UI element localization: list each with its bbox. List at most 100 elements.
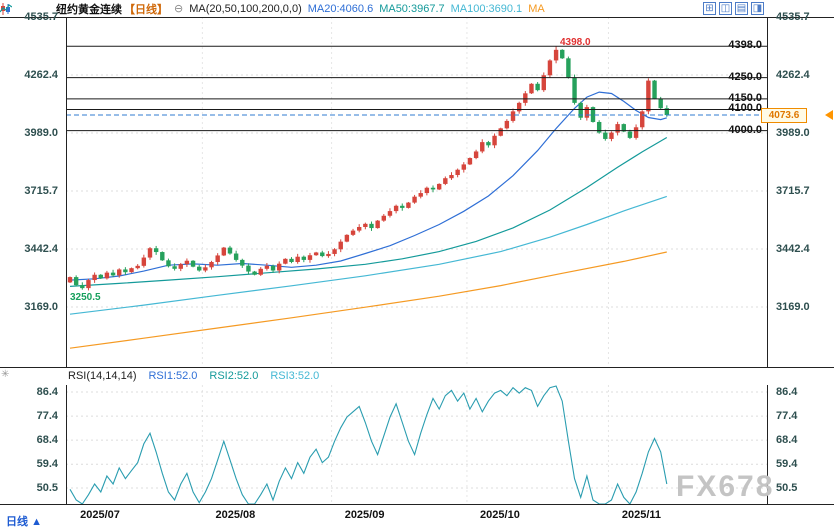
chart-header: 纽约黄金连续 【日线】 ⊖ MA(20,50,100,200,0,0) MA20… xyxy=(0,0,834,17)
candle-body xyxy=(664,108,670,116)
split-view-icon[interactable]: ◨ xyxy=(751,2,764,15)
candle-body xyxy=(209,262,214,268)
date-label: 2025/10 xyxy=(480,509,520,521)
price-axis-label: 3169.0 xyxy=(776,301,810,313)
swing-low-annotation: 3250.5 xyxy=(70,292,101,303)
candle-body xyxy=(117,269,122,276)
rsi-indicator-chart[interactable] xyxy=(0,385,834,505)
candle-body xyxy=(492,135,497,146)
candle-body xyxy=(270,265,276,271)
rsi2-value: RSI2:52.0 xyxy=(209,370,259,382)
rsi-axis-label: 50.5 xyxy=(776,481,798,494)
candle-body xyxy=(572,77,577,103)
rsi3-value: RSI3:52.0 xyxy=(270,370,320,382)
price-axis-label: 4262.4 xyxy=(776,68,810,81)
candle-body xyxy=(424,187,430,194)
candle-body xyxy=(344,234,350,242)
date-label: 2025/07 xyxy=(80,509,120,521)
candle-body xyxy=(160,252,165,261)
candle-body xyxy=(153,248,159,253)
price-axis-label: 4535.7 xyxy=(24,11,58,23)
candle-body xyxy=(184,260,190,265)
candle-body xyxy=(172,266,177,269)
rsi-axis-label: 59.4 xyxy=(36,458,58,471)
candle-body xyxy=(387,211,393,216)
chart-window-icon[interactable]: ◫ xyxy=(719,2,732,15)
rsi-line xyxy=(69,385,668,505)
candle-body xyxy=(227,247,233,254)
period-selector-label: 日线 xyxy=(6,516,28,528)
period-selector[interactable]: 日线 ▲ xyxy=(6,513,42,528)
price-axis-label: 4262.4 xyxy=(24,68,58,81)
candle-body xyxy=(633,127,639,138)
candle-body xyxy=(295,256,300,263)
candle-body xyxy=(221,247,227,256)
candle-body xyxy=(621,124,626,132)
chart-toolbar: ⊞ ◫ ▤ ◨ xyxy=(703,2,764,15)
price-axis-label: 3989.0 xyxy=(776,127,810,139)
candle-body xyxy=(652,80,657,99)
candle-body xyxy=(412,196,417,203)
rsi-settings-label: RSI(14,14,14) xyxy=(68,370,137,382)
candle-body xyxy=(406,202,411,208)
ma200-value-truncated: MA xyxy=(528,2,545,15)
candle-body xyxy=(197,266,202,271)
candle-body xyxy=(646,80,651,112)
candle-body xyxy=(498,128,503,136)
candle-body xyxy=(615,124,620,133)
rsi-axis-label: 77.4 xyxy=(776,410,798,423)
candle-body xyxy=(326,253,331,257)
date-label: 2025/11 xyxy=(621,509,662,521)
candle-body xyxy=(566,58,571,78)
candle-body xyxy=(609,132,614,139)
candle-body xyxy=(393,205,399,212)
candle-body xyxy=(277,263,282,271)
marker-star-icon: ✳ xyxy=(1,369,10,380)
candle-body xyxy=(547,60,553,76)
candle-body xyxy=(313,252,319,256)
list-view-icon[interactable]: ▤ xyxy=(735,2,748,15)
candle-body xyxy=(658,98,663,109)
candle-body xyxy=(443,178,448,184)
candle-body xyxy=(455,169,460,176)
candle-body xyxy=(80,285,85,289)
candle-body xyxy=(590,107,596,122)
ma100-value: MA100:3690.1 xyxy=(450,2,523,15)
left-price-axis: 4535.7 4262.4 3989.0 3715.7 3442.4 3169.0 86.4… xyxy=(0,0,62,528)
candle-body xyxy=(104,272,110,279)
candle-body xyxy=(418,193,423,197)
candle-body xyxy=(233,253,239,260)
price-axis-label: 3442.4 xyxy=(776,242,810,255)
candle-body xyxy=(627,131,633,138)
rsi-header: RSI(14,14,14) RSI1:52.0 RSI2:52.0 RSI3:5… xyxy=(68,370,319,382)
rsi-axis-label: 59.4 xyxy=(776,458,798,471)
candle-body xyxy=(141,257,147,266)
ma20-value: MA20:4060.6 xyxy=(307,2,374,15)
grid-view-icon[interactable]: ⊞ xyxy=(703,2,716,15)
main-price-chart[interactable] xyxy=(0,17,834,368)
date-label: 2025/09 xyxy=(344,509,385,521)
price-axis-arrow-marker xyxy=(825,110,833,120)
candle-body xyxy=(523,93,528,103)
ma50-value: MA50:3967.7 xyxy=(379,2,445,15)
candle-body xyxy=(129,268,134,273)
candle-body xyxy=(67,277,73,283)
candle-body xyxy=(135,265,140,269)
candle-body xyxy=(240,259,245,266)
candle-body xyxy=(258,268,263,275)
ma-settings-label: MA(20,50,100,200,0,0) xyxy=(189,2,302,15)
peak-price-annotation: 4398.0 xyxy=(560,37,591,48)
collapse-icon[interactable]: ⊖ xyxy=(174,3,184,15)
candle-body xyxy=(461,164,466,170)
price-axis-label: 3715.7 xyxy=(24,184,58,197)
candle-body xyxy=(73,277,79,286)
candle-body xyxy=(578,102,583,118)
candle-body xyxy=(504,120,510,129)
rsi-axis-label: 77.4 xyxy=(36,410,58,423)
candle-body xyxy=(363,223,368,228)
candle-body xyxy=(436,183,442,190)
candle-body xyxy=(510,111,516,121)
price-axis-label: 3715.7 xyxy=(776,184,810,197)
rsi-axis-label: 68.4 xyxy=(776,434,798,447)
rsi-axis-label: 86.4 xyxy=(776,386,798,398)
